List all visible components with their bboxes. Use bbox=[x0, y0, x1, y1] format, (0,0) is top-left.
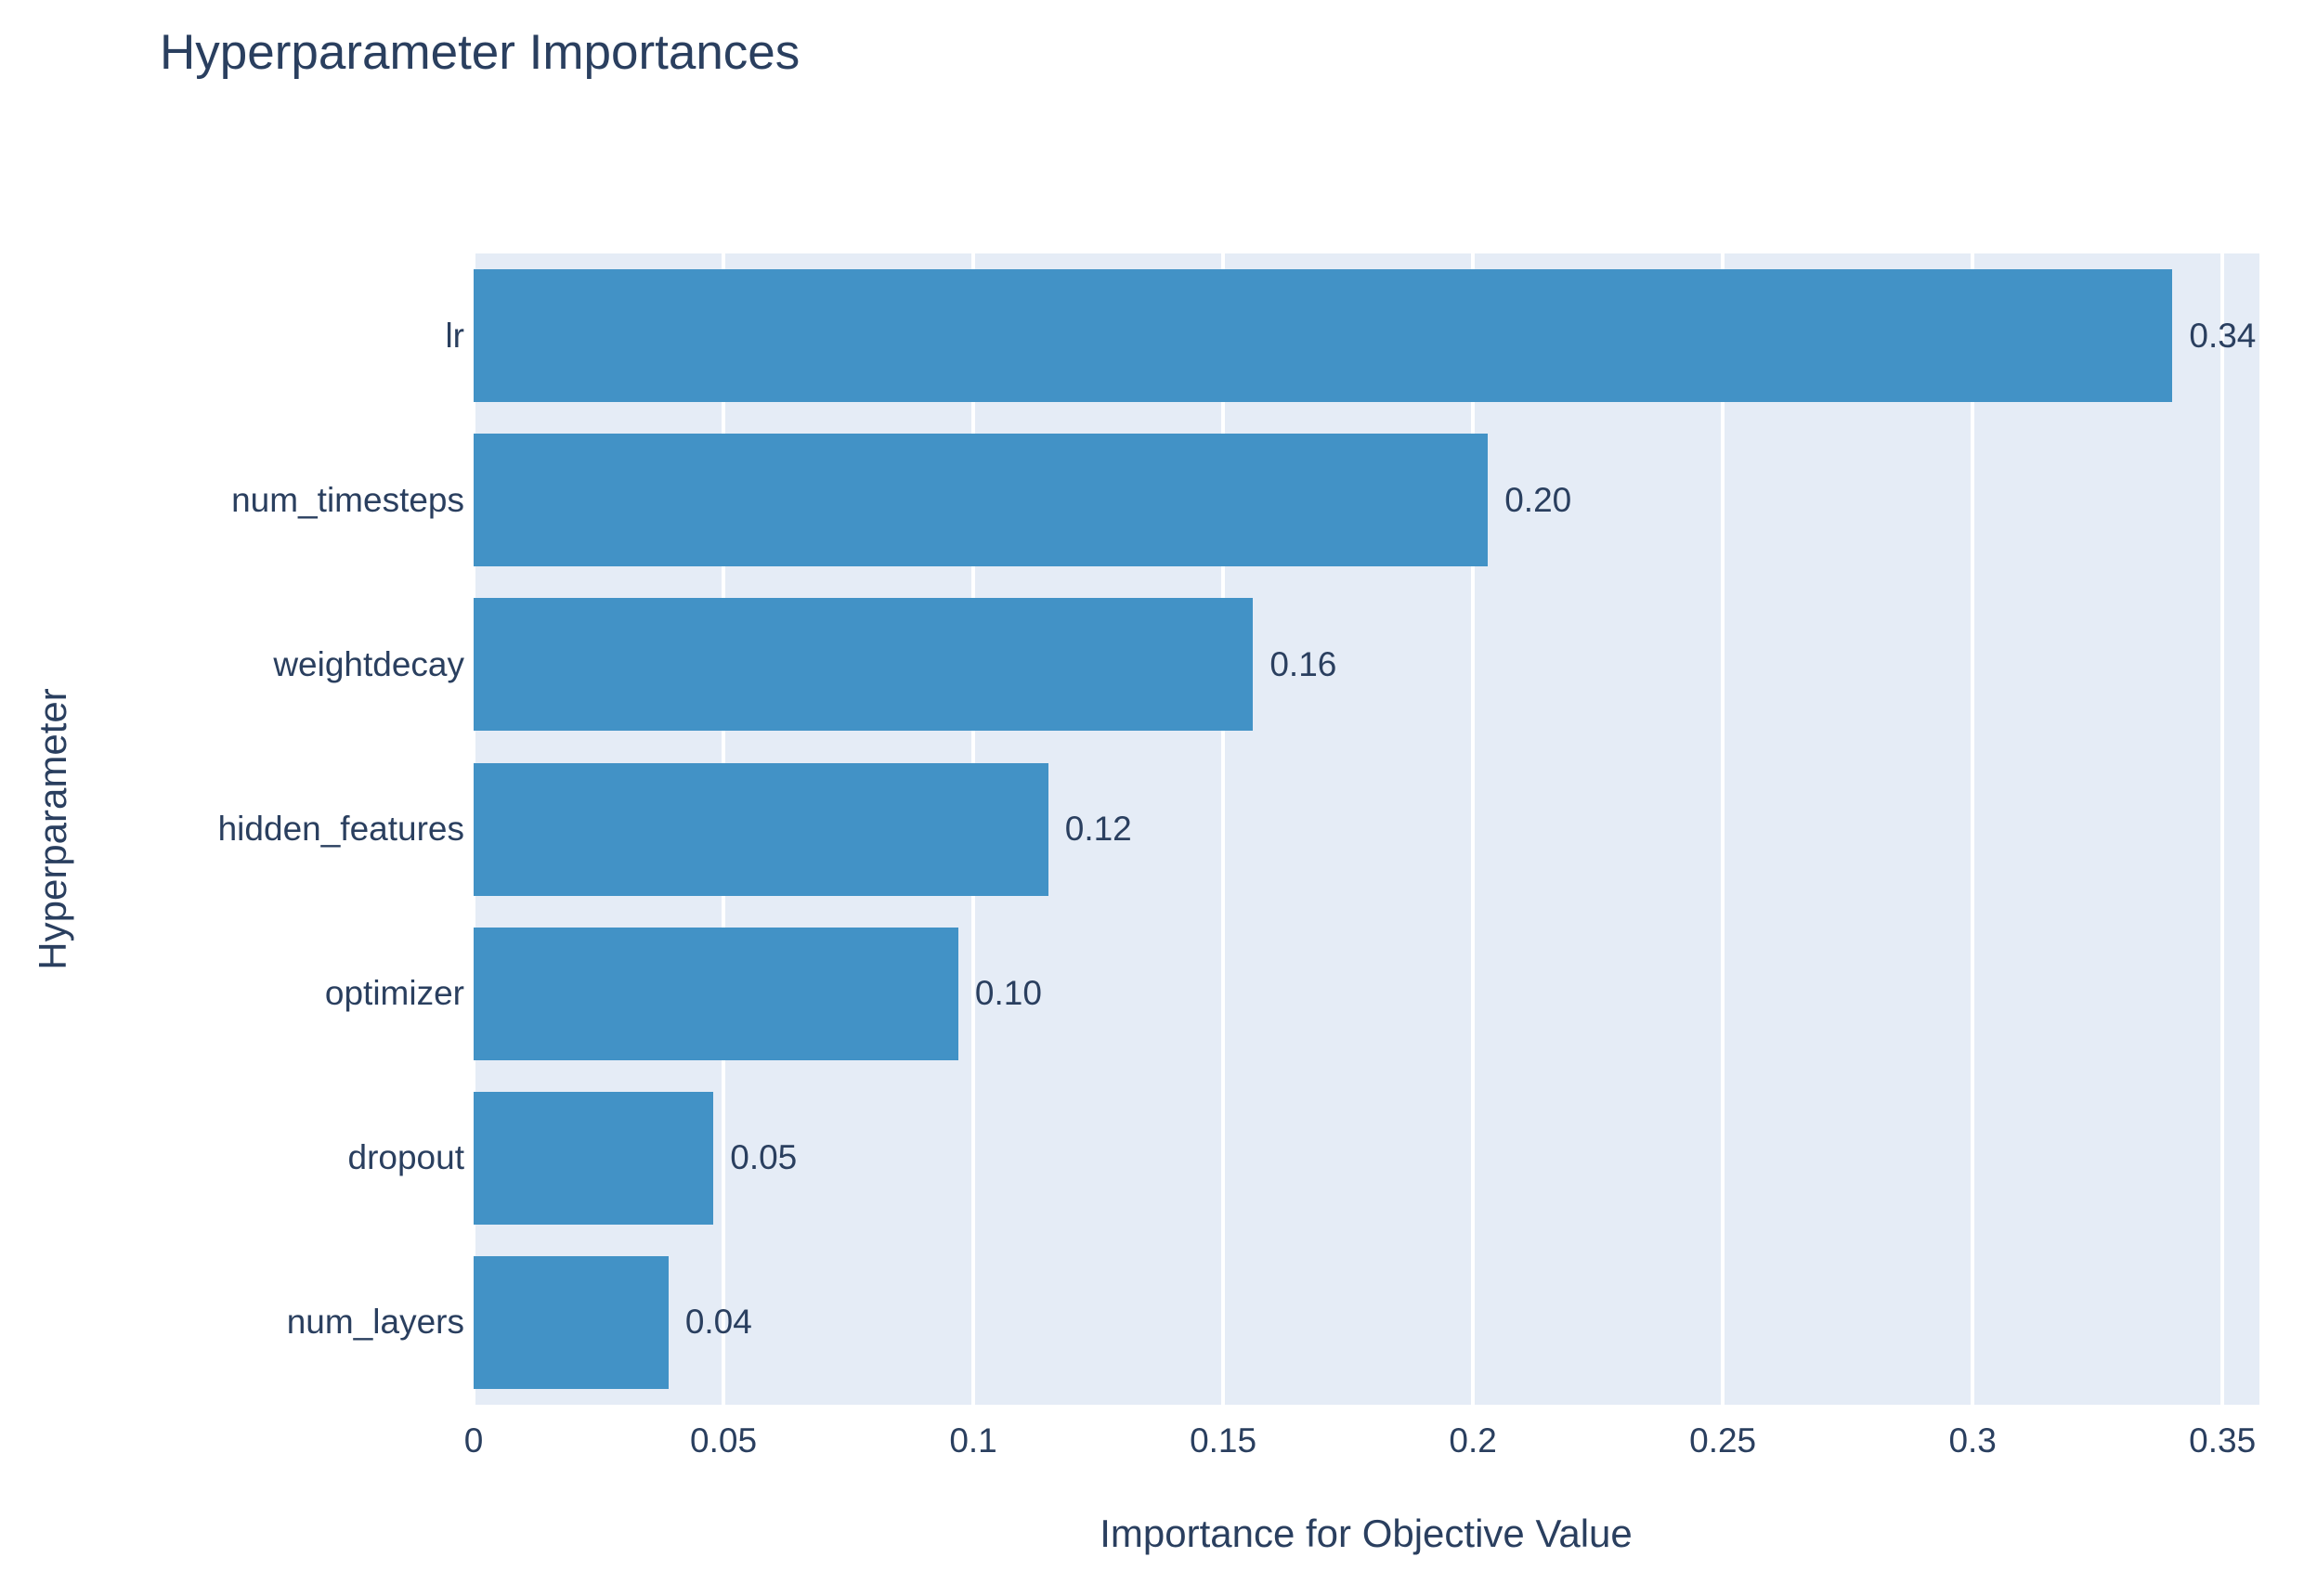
category-label-optimizer: optimizer bbox=[324, 974, 464, 1013]
value-label-dropout: 0.05 bbox=[730, 1138, 798, 1177]
gridline bbox=[1221, 253, 1226, 1405]
x-axis-title: Importance for Objective Value bbox=[1100, 1512, 1633, 1555]
bar-dropout[interactable] bbox=[474, 1091, 714, 1225]
bar-num_timesteps[interactable] bbox=[474, 434, 1489, 567]
x-tick-label-0.25: 0.25 bbox=[1689, 1421, 1757, 1460]
value-label-hidden_features: 0.12 bbox=[1064, 809, 1132, 848]
bar-num_layers[interactable] bbox=[474, 1255, 669, 1389]
value-label-num_timesteps: 0.20 bbox=[1504, 480, 1572, 519]
x-tick-label-0.2: 0.2 bbox=[1449, 1421, 1497, 1460]
x-tick-label-0.15: 0.15 bbox=[1190, 1421, 1257, 1460]
bar-lr[interactable] bbox=[474, 269, 2173, 403]
x-tick-label-0: 0 bbox=[463, 1421, 484, 1460]
x-tick-label-0.35: 0.35 bbox=[2189, 1421, 2257, 1460]
value-label-num_layers: 0.04 bbox=[684, 1303, 752, 1342]
category-label-weightdecay: weightdecay bbox=[273, 644, 464, 683]
category-label-num_layers: num_layers bbox=[286, 1303, 464, 1342]
value-label-weightdecay: 0.16 bbox=[1269, 644, 1337, 683]
bar-hidden_features[interactable] bbox=[474, 762, 1048, 896]
gridline bbox=[2220, 253, 2225, 1405]
y-axis-title: Hyperparameter bbox=[31, 688, 74, 970]
x-tick-label-0.3: 0.3 bbox=[1948, 1421, 1997, 1460]
category-label-num_timesteps: num_timesteps bbox=[231, 480, 464, 519]
x-tick-label-0.1: 0.1 bbox=[949, 1421, 997, 1460]
bar-optimizer[interactable] bbox=[474, 927, 958, 1060]
gridline bbox=[1721, 253, 1725, 1405]
value-label-lr: 0.34 bbox=[2189, 316, 2257, 355]
value-label-optimizer: 0.10 bbox=[974, 974, 1042, 1013]
category-label-hidden_features: hidden_features bbox=[217, 809, 464, 848]
chart-title: Hyperparameter Importances bbox=[160, 25, 801, 80]
plot-area[interactable]: 0.34 lr 0.20 num_timesteps 0.16 weightdecay 0.… bbox=[218, 253, 2259, 1460]
bar-weightdecay[interactable] bbox=[474, 598, 1254, 732]
category-label-dropout: dropout bbox=[347, 1138, 465, 1177]
x-tick-label-0.05: 0.05 bbox=[690, 1421, 758, 1460]
category-label-lr: lr bbox=[445, 316, 464, 355]
gridline bbox=[1471, 253, 1476, 1405]
gridline bbox=[1971, 253, 1975, 1405]
